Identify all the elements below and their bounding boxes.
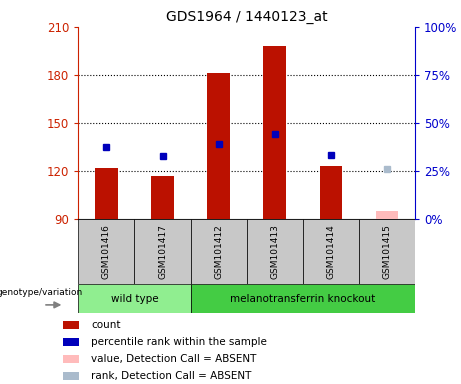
Text: wild type: wild type — [111, 293, 158, 304]
Text: rank, Detection Call = ABSENT: rank, Detection Call = ABSENT — [91, 371, 252, 381]
Bar — [207, 73, 230, 219]
Text: GSM101415: GSM101415 — [382, 224, 391, 279]
Bar — [190, 219, 247, 284]
Bar — [135, 219, 190, 284]
Text: GSM101414: GSM101414 — [326, 224, 335, 279]
Bar — [190, 284, 415, 313]
Bar — [78, 219, 135, 284]
Bar — [63, 338, 79, 346]
Text: GSM101412: GSM101412 — [214, 224, 223, 279]
Bar — [63, 355, 79, 363]
Text: GSM101417: GSM101417 — [158, 224, 167, 279]
Bar — [247, 219, 303, 284]
Text: GSM101416: GSM101416 — [102, 224, 111, 279]
Bar — [151, 176, 174, 219]
Bar — [63, 321, 79, 329]
Bar — [78, 284, 190, 313]
Text: percentile rank within the sample: percentile rank within the sample — [91, 337, 267, 347]
Bar — [359, 219, 415, 284]
Bar — [63, 372, 79, 380]
Bar — [263, 46, 286, 219]
Text: melanotransferrin knockout: melanotransferrin knockout — [230, 293, 375, 304]
Bar — [319, 166, 342, 219]
Text: genotype/variation: genotype/variation — [0, 288, 83, 297]
Bar — [376, 211, 398, 219]
Bar — [303, 219, 359, 284]
Title: GDS1964 / 1440123_at: GDS1964 / 1440123_at — [166, 10, 327, 25]
Text: value, Detection Call = ABSENT: value, Detection Call = ABSENT — [91, 354, 257, 364]
Text: GSM101413: GSM101413 — [270, 224, 279, 279]
Bar — [95, 168, 118, 219]
Text: count: count — [91, 320, 121, 330]
